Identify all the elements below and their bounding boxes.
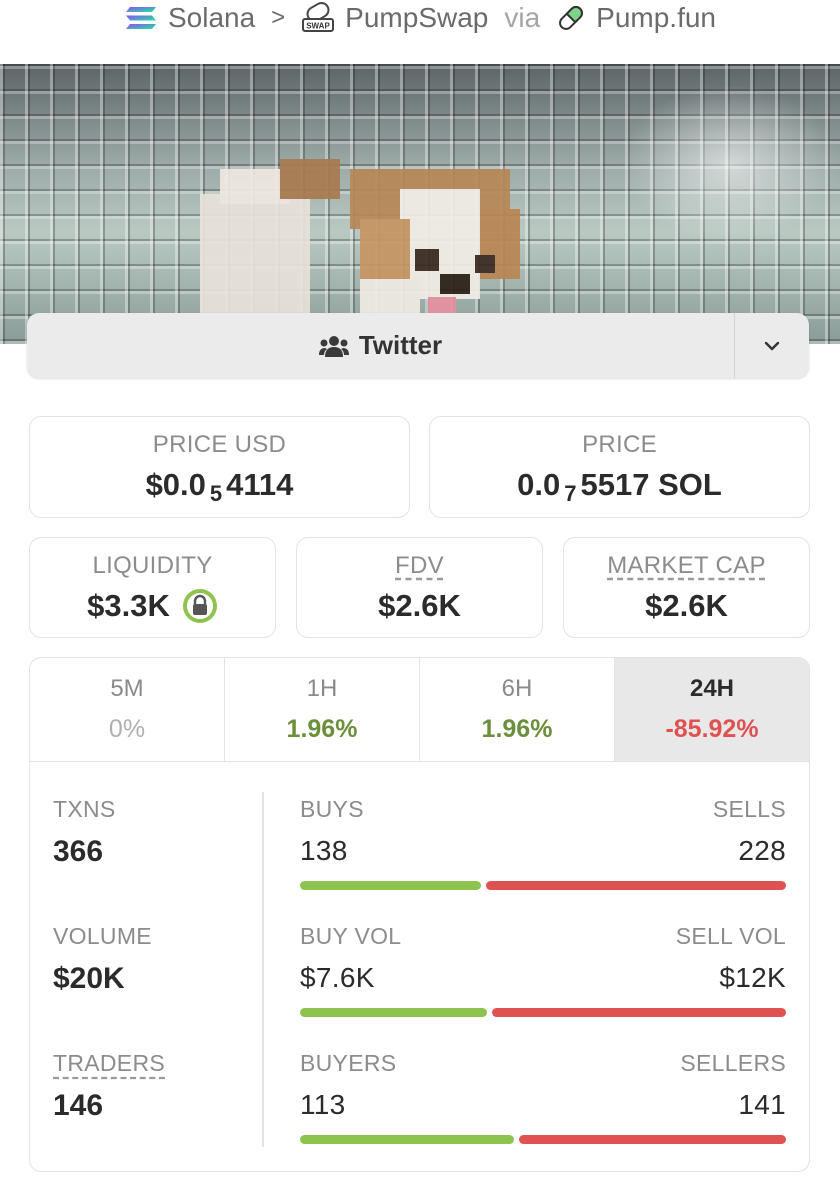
sells-value: 228 <box>738 835 786 866</box>
tab-5m-change: 0% <box>108 715 146 743</box>
fdv-label[interactable]: FDV <box>395 551 444 579</box>
fdv-card: FDV $2.6K <box>296 537 543 638</box>
buyers-bar-fill <box>300 1135 514 1144</box>
socials-dropdown-button[interactable] <box>734 313 809 378</box>
buy-sell-volume-bar <box>300 1008 786 1017</box>
sellers-label: SELLERS <box>680 1050 786 1076</box>
market-cap-label[interactable]: MARKET CAP <box>607 551 766 579</box>
twitter-button[interactable]: Twitter <box>27 313 734 378</box>
breadcrumb: Solana > SWAP PumpSwap via Pump.fun <box>0 0 840 36</box>
txns-value: 366 <box>53 835 104 868</box>
solana-logo-icon <box>125 7 156 29</box>
tab-6h-change: 1.96% <box>481 715 553 743</box>
tab-1h[interactable]: 1H 1.96% <box>225 658 420 761</box>
buys-sells-bar <box>300 881 786 890</box>
timeframe-stats-panel: 5M 0% 1H 1.96% 6H 1.96% 24H -85.92% TXNS… <box>29 657 810 1172</box>
buys-sells-ratio: BUYS SELLS 138 228 <box>300 796 786 890</box>
sellers-value: 141 <box>738 1089 786 1120</box>
sell-vol-value: $12K <box>719 962 786 993</box>
svg-text:SWAP: SWAP <box>306 22 330 31</box>
dog-banner-art <box>200 159 520 344</box>
stats-divider <box>262 792 264 1147</box>
socials-bar: Twitter <box>27 313 809 378</box>
buyers-sellers-ratio: BUYERS SELLERS 113 141 <box>300 1050 786 1144</box>
sell-vol-label: SELL VOL <box>675 923 786 949</box>
tab-5m[interactable]: 5M 0% <box>30 658 225 761</box>
token-banner-image <box>0 64 840 344</box>
trade-stats: TXNS 366 VOLUME $20K TRADERS 146 BUYS SE… <box>30 762 809 1171</box>
breadcrumb-chain[interactable]: Solana <box>167 2 256 33</box>
lock-icon[interactable] <box>182 588 218 624</box>
timeframe-tabs: 5M 0% 1H 1.96% 6H 1.96% 24H -85.92% <box>30 658 809 762</box>
fdv-value: $2.6K <box>378 587 461 623</box>
sellers-bar-fill <box>518 1135 786 1144</box>
buyers-value: 113 <box>300 1089 346 1120</box>
market-cap-value: $2.6K <box>645 587 728 623</box>
price-native-zero-count: 7 <box>564 481 577 506</box>
traders-value: 146 <box>53 1089 104 1122</box>
liquidity-card: LIQUIDITY $3.3K <box>29 537 276 638</box>
volume-value: $20K <box>53 962 125 995</box>
volume-metric: VOLUME $20K <box>53 923 152 996</box>
price-usd-card: PRICE USD $0.0 5 4114 <box>29 416 410 518</box>
liquidity-value: $3.3K <box>87 587 170 623</box>
buys-bar-fill <box>300 881 482 890</box>
traders-label[interactable]: TRADERS <box>53 1050 166 1076</box>
twitter-label: Twitter <box>358 330 443 360</box>
price-usd-label: PRICE USD <box>152 431 287 458</box>
liquidity-label: LIQUIDITY <box>92 551 213 579</box>
tab-24h-change: -85.92% <box>665 715 759 743</box>
users-icon <box>318 335 349 357</box>
txns-metric: TXNS 366 <box>53 796 116 869</box>
volume-label: VOLUME <box>53 923 152 949</box>
breadcrumb-separator: > <box>271 4 286 31</box>
chevron-down-icon <box>764 341 780 350</box>
buy-vol-label: BUY VOL <box>300 923 402 949</box>
breadcrumb-launchpad[interactable]: Pump.fun <box>596 2 717 33</box>
tab-1h-change: 1.96% <box>286 715 358 743</box>
price-usd-zero-count: 5 <box>209 481 223 506</box>
buys-value: 138 <box>300 835 348 866</box>
sells-bar-fill <box>486 881 786 890</box>
breadcrumb-dex[interactable]: PumpSwap <box>345 2 489 33</box>
price-native-value: 0.0 7 5517 SOL <box>517 467 722 506</box>
pumpswap-logo-icon: SWAP <box>302 2 335 32</box>
traders-metric: TRADERS 146 <box>53 1050 165 1123</box>
buyers-sellers-bar <box>300 1135 786 1144</box>
breadcrumb-via: via <box>504 2 541 33</box>
price-native-label: PRICE <box>582 431 657 458</box>
buy-vol-bar-fill <box>300 1008 487 1017</box>
buyers-label: BUYERS <box>300 1050 397 1076</box>
tab-6h[interactable]: 6H 1.96% <box>420 658 615 761</box>
sells-label: SELLS <box>712 796 786 822</box>
market-cap-card: MARKET CAP $2.6K <box>563 537 810 638</box>
tab-24h[interactable]: 24H -85.92% <box>615 658 809 761</box>
txns-label: TXNS <box>53 796 116 822</box>
price-usd-value: $0.0 5 4114 <box>145 467 294 506</box>
buy-vol-value: $7.6K <box>300 962 375 993</box>
sell-vol-bar-fill <box>491 1008 786 1017</box>
buy-sell-volume-ratio: BUY VOL SELL VOL $7.6K $12K <box>300 923 786 1017</box>
pill-icon <box>559 6 584 30</box>
price-native-card: PRICE 0.0 7 5517 SOL <box>429 416 810 518</box>
buys-label: BUYS <box>300 796 364 822</box>
